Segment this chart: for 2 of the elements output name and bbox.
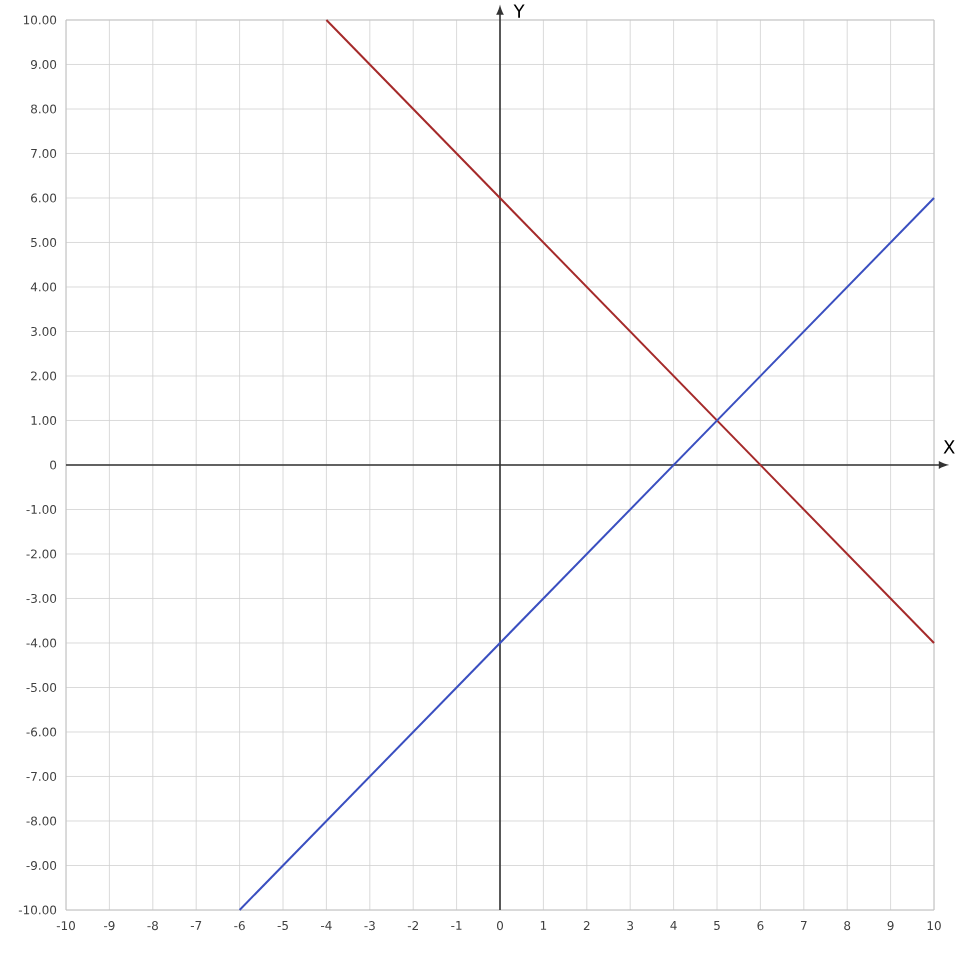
y-axis-title: Y (513, 4, 525, 18)
x-axis-title: X (943, 440, 955, 454)
